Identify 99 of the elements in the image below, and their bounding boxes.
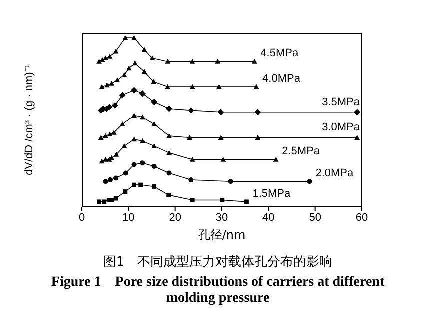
- point: [142, 69, 148, 74]
- point: [139, 90, 146, 98]
- series-label: 4.0MPa: [262, 73, 302, 86]
- point: [140, 160, 146, 166]
- point: [188, 177, 194, 182]
- point: [123, 170, 128, 176]
- point: [166, 192, 171, 198]
- text: Figure 1 Pore size distributions of carriers at different molding pressure: [50, 274, 386, 307]
- point: [132, 35, 137, 40]
- point: [122, 143, 128, 148]
- point: [216, 84, 222, 90]
- x-tick-label: 0: [78, 212, 86, 224]
- point: [114, 176, 119, 181]
- point: [132, 162, 137, 168]
- point: [112, 130, 117, 135]
- point: [123, 190, 128, 194]
- point: [187, 135, 192, 140]
- point: [252, 59, 258, 64]
- point: [354, 135, 360, 140]
- point: [102, 200, 107, 204]
- point: [114, 196, 118, 201]
- point: [215, 59, 220, 64]
- point: [119, 92, 126, 99]
- point: [108, 177, 113, 182]
- point: [165, 59, 171, 64]
- point: [140, 114, 146, 120]
- point: [307, 179, 312, 184]
- series-label: 2.0MPa: [316, 168, 355, 180]
- point: [113, 48, 119, 54]
- point: [122, 35, 128, 40]
- point: [152, 143, 158, 148]
- x-tick-label: 30: [216, 212, 228, 224]
- point: [126, 66, 132, 71]
- point: [109, 80, 115, 86]
- x-tick-label: 50: [309, 212, 322, 224]
- point: [228, 179, 234, 184]
- point: [114, 78, 120, 82]
- point: [103, 133, 108, 138]
- point: [190, 59, 196, 64]
- point: [151, 79, 157, 84]
- point: [132, 60, 138, 66]
- y-axis-title: dV/dD /cm³ · (g · nm)⁻¹: [22, 64, 36, 176]
- point: [354, 109, 361, 116]
- point: [218, 109, 224, 116]
- point: [107, 54, 113, 59]
- series-label: 2.5MPa: [282, 146, 321, 158]
- point: [190, 198, 195, 202]
- point: [99, 84, 105, 90]
- point: [150, 56, 156, 61]
- point: [140, 138, 146, 144]
- point: [99, 158, 105, 164]
- point: [97, 200, 102, 204]
- text: 图1 不同成型压力对载体孔分布的影响: [102, 254, 334, 271]
- point: [120, 122, 126, 126]
- point: [220, 157, 226, 162]
- point: [218, 135, 224, 140]
- point: [165, 84, 171, 90]
- point: [152, 164, 157, 169]
- point: [220, 198, 225, 202]
- point: [190, 157, 196, 162]
- x-tick-label: 60: [356, 212, 368, 224]
- x-tick-label: 40: [262, 212, 275, 224]
- point: [166, 133, 172, 138]
- point: [107, 132, 113, 137]
- point: [188, 108, 194, 114]
- point: [103, 56, 108, 61]
- point: [254, 84, 260, 90]
- point: [122, 72, 128, 78]
- point: [104, 82, 110, 88]
- series-label: 3.5MPa: [322, 96, 361, 108]
- point: [255, 135, 261, 140]
- point: [152, 184, 157, 189]
- point: [96, 59, 102, 64]
- point: [131, 87, 138, 94]
- point: [152, 122, 158, 126]
- point: [244, 200, 249, 204]
- point: [110, 198, 114, 202]
- point: [190, 84, 196, 90]
- point: [132, 136, 137, 142]
- point: [103, 179, 108, 184]
- point: [151, 99, 158, 106]
- point: [106, 104, 113, 111]
- point: [114, 152, 120, 157]
- series-label: 3.0MPa: [322, 122, 361, 134]
- point: [112, 102, 118, 109]
- x-axis-title: 孔径/nm: [197, 227, 247, 243]
- point: [98, 135, 104, 140]
- point: [132, 113, 137, 118]
- point: [132, 182, 136, 188]
- point: [273, 157, 279, 162]
- point: [166, 170, 172, 176]
- point: [142, 47, 148, 52]
- point: [254, 109, 262, 116]
- point: [166, 150, 172, 156]
- series-label: 1.5MPa: [252, 188, 292, 200]
- x-tick-label: 20: [169, 212, 182, 224]
- point: [138, 182, 143, 188]
- series-label: 4.5MPa: [260, 48, 300, 60]
- x-tick-label: 10: [122, 212, 135, 224]
